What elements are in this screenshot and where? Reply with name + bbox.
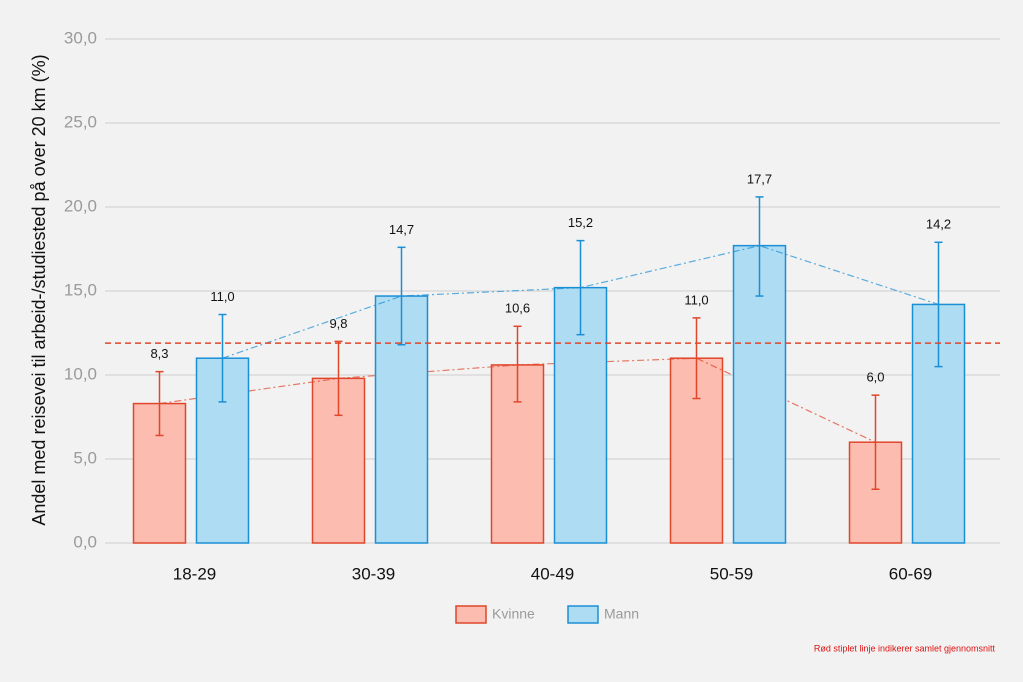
trend-line [222, 245, 939, 359]
y-axis-label: Andel med reisevei til arbeid-/studieste… [29, 54, 49, 525]
legend-label: Mann [604, 606, 639, 622]
y-tick-label: 10,0 [64, 364, 97, 383]
value-label: 8,3 [150, 346, 168, 361]
y-tick-label: 30,0 [64, 28, 97, 47]
value-label: 15,2 [568, 215, 593, 230]
caption: Rød stiplet linje indikerer samlet gjenn… [814, 643, 996, 653]
x-tick-label: 60-69 [889, 564, 932, 583]
value-label: 9,8 [329, 316, 347, 331]
legend-label: Kvinne [492, 606, 535, 622]
legend-swatch [567, 605, 599, 624]
y-tick-label: 15,0 [64, 280, 97, 299]
value-label: 6,0 [866, 370, 884, 385]
x-tick-label: 50-59 [710, 564, 753, 583]
value-label: 14,2 [926, 217, 951, 232]
value-label: 11,0 [210, 289, 234, 304]
legend-swatch [455, 605, 487, 624]
x-tick-label: 40-49 [531, 564, 574, 583]
y-tick-label: 25,0 [64, 112, 97, 131]
y-tick-label: 0,0 [73, 532, 97, 551]
y-tick-label: 5,0 [73, 448, 97, 467]
x-tick-label: 18-29 [173, 564, 216, 583]
value-label: 10,6 [505, 301, 530, 316]
value-label: 11,0 [684, 292, 708, 307]
y-tick-label: 20,0 [64, 196, 97, 215]
x-tick-label: 30-39 [352, 564, 395, 583]
value-label: 14,7 [389, 222, 414, 237]
value-label: 17,7 [747, 171, 772, 186]
